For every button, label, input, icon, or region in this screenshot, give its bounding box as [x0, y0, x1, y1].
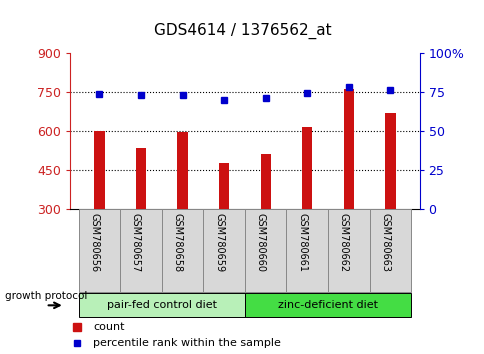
Text: GSM780663: GSM780663	[379, 213, 390, 272]
Text: count: count	[93, 321, 124, 332]
Bar	[244, 209, 286, 292]
Bar	[244, 293, 410, 317]
Text: GSM780661: GSM780661	[297, 213, 307, 272]
Bar	[94, 131, 105, 209]
Text: pair-fed control diet: pair-fed control diet	[106, 300, 216, 310]
Bar	[78, 293, 244, 317]
Bar	[177, 132, 187, 209]
Bar	[162, 209, 203, 292]
Bar	[120, 209, 162, 292]
Bar	[286, 209, 327, 292]
Text: zinc-deficient diet: zinc-deficient diet	[277, 300, 378, 310]
Bar	[218, 164, 229, 209]
Bar	[327, 209, 369, 292]
Bar	[78, 209, 120, 292]
Bar	[384, 113, 395, 209]
Bar	[343, 90, 353, 209]
Bar	[260, 154, 271, 209]
Bar	[136, 148, 146, 209]
Text: GSM780662: GSM780662	[338, 213, 348, 272]
Bar	[302, 127, 312, 209]
Bar	[369, 209, 410, 292]
Text: percentile rank within the sample: percentile rank within the sample	[93, 338, 280, 348]
Bar	[203, 209, 244, 292]
Text: GSM780659: GSM780659	[214, 213, 224, 272]
Text: GSM780656: GSM780656	[89, 213, 99, 272]
Text: growth protocol: growth protocol	[5, 291, 87, 302]
Text: GSM780658: GSM780658	[172, 213, 182, 272]
Text: GSM780657: GSM780657	[131, 213, 141, 272]
Text: GSM780660: GSM780660	[255, 213, 265, 272]
Text: GDS4614 / 1376562_at: GDS4614 / 1376562_at	[153, 23, 331, 39]
